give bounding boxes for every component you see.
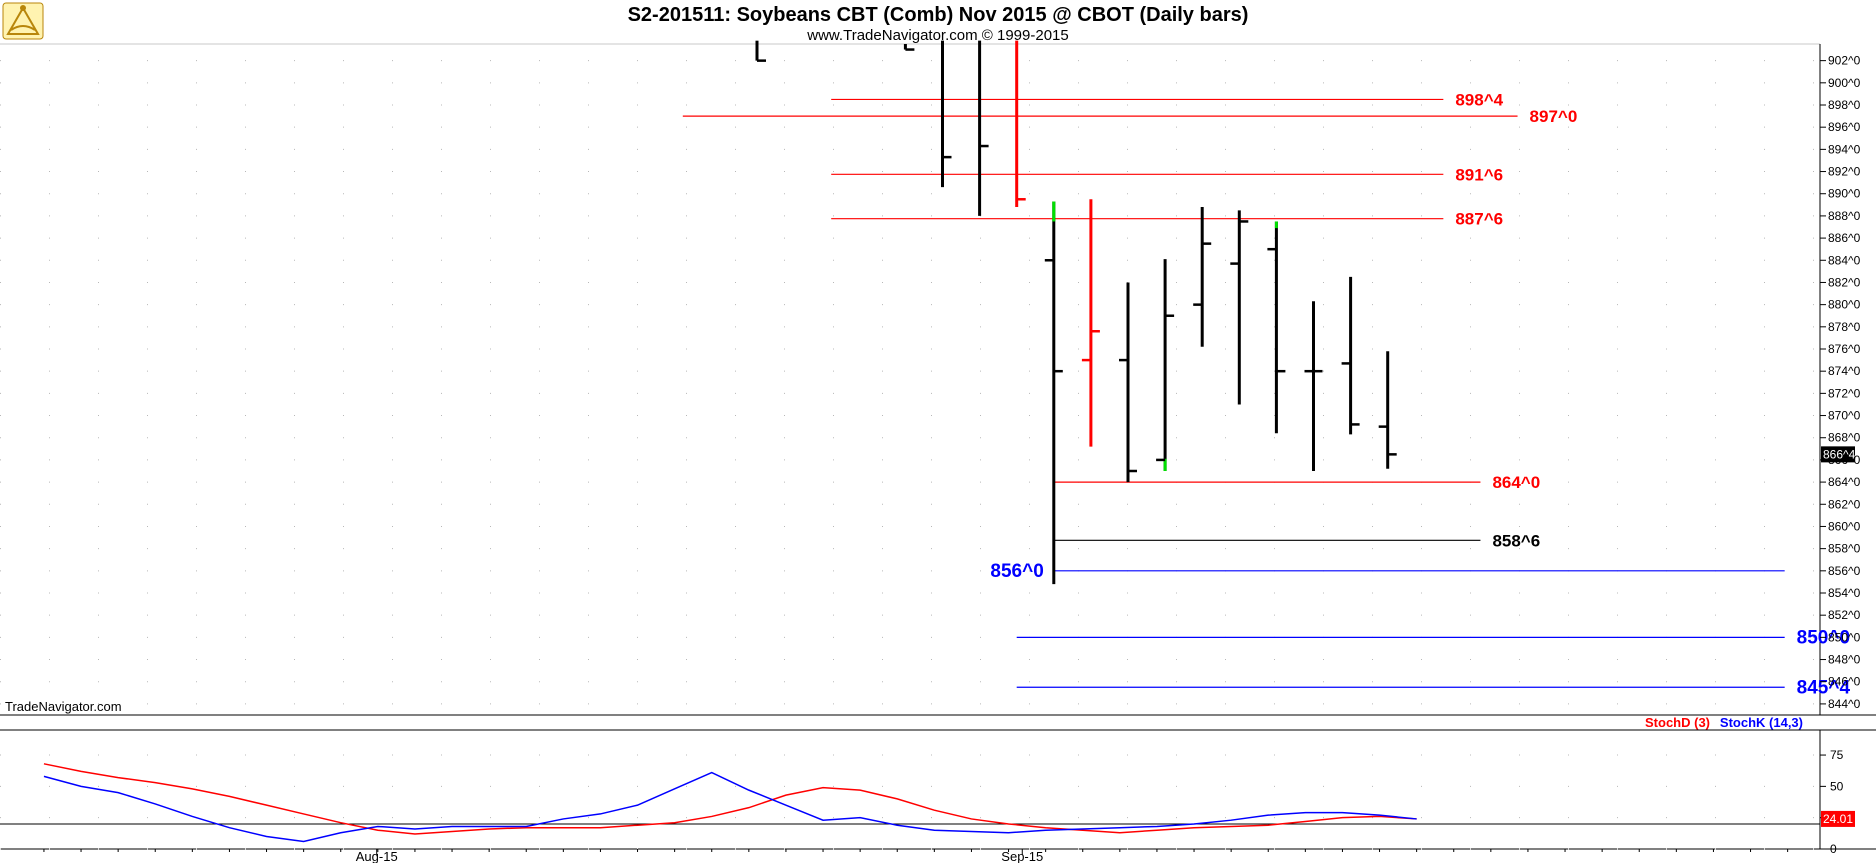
y-tick-label: 890^0 bbox=[1828, 187, 1861, 201]
y-tick-label: 896^0 bbox=[1828, 120, 1861, 134]
y-tick-label: 854^0 bbox=[1828, 586, 1861, 600]
osc-y-tick-label: 0 bbox=[1830, 842, 1837, 856]
price-bar bbox=[1230, 210, 1249, 405]
chart-subtitle: www.TradeNavigator.com © 1999-2015 bbox=[806, 27, 1068, 44]
y-tick-label: 862^0 bbox=[1828, 497, 1861, 511]
level-label: 887^6 bbox=[1455, 210, 1503, 229]
price-axis: 844^0 846^0 848^0 850^0 852^0 854^0 856^0 858^0… bbox=[1820, 54, 1861, 711]
y-tick-label: 888^0 bbox=[1828, 209, 1861, 223]
y-tick-label: 868^0 bbox=[1828, 431, 1861, 445]
price-bar bbox=[941, 40, 952, 188]
y-tick-label: 850^0 bbox=[1828, 630, 1861, 644]
y-tick-label: 898^0 bbox=[1828, 98, 1861, 112]
price-panel: 898^4 897^0 891^6 887^6 864^0 858^6 856^0 850^0… bbox=[0, 40, 1876, 731]
y-tick-label: 900^0 bbox=[1828, 76, 1861, 90]
osc-last-value-label: 24.01 bbox=[1823, 812, 1853, 826]
stochastic-panel: 025507524.01 StochD (3)StochK (14,3) bbox=[0, 715, 1876, 856]
y-tick-label: 894^0 bbox=[1828, 142, 1861, 156]
stochastic-lines bbox=[43, 763, 1417, 843]
x-tick-label: Sep-15 bbox=[1001, 849, 1043, 863]
watermark-text: TradeNavigator.com bbox=[5, 699, 122, 714]
level-label: 858^6 bbox=[1492, 531, 1540, 550]
y-tick-label: 874^0 bbox=[1828, 364, 1861, 378]
y-tick-label: 864^0 bbox=[1828, 475, 1861, 489]
level-label: 891^6 bbox=[1455, 165, 1503, 184]
y-tick-label: 882^0 bbox=[1828, 275, 1861, 289]
price-bar bbox=[1156, 259, 1175, 471]
y-tick-label: 856^0 bbox=[1828, 564, 1861, 578]
x-tick-label: Aug-15 bbox=[356, 849, 398, 863]
price-bar bbox=[1081, 199, 1100, 447]
price-grid bbox=[0, 60, 1820, 705]
sextant-logo-icon bbox=[2, 2, 44, 40]
y-tick-label: 870^0 bbox=[1828, 409, 1861, 423]
y-tick-label: 884^0 bbox=[1828, 253, 1861, 267]
price-bars bbox=[755, 40, 1397, 585]
price-bar bbox=[755, 40, 766, 62]
price-bar bbox=[1193, 207, 1212, 347]
y-tick-label: 872^0 bbox=[1828, 386, 1861, 400]
y-tick-label: 880^0 bbox=[1828, 298, 1861, 312]
y-tick-label: 878^0 bbox=[1828, 320, 1861, 334]
price-bar bbox=[978, 40, 989, 216]
last-price-box bbox=[1821, 446, 1855, 463]
stochastic-axis: 025507524.01 bbox=[1820, 748, 1855, 856]
price-bar bbox=[1119, 282, 1137, 483]
y-tick-label: 886^0 bbox=[1828, 231, 1861, 245]
level-label: 897^0 bbox=[1530, 107, 1578, 126]
level-label: 898^4 bbox=[1455, 90, 1503, 109]
price-bar bbox=[1044, 201, 1063, 585]
last-price-label: 866^4 bbox=[1823, 447, 1856, 461]
y-tick-label: 858^0 bbox=[1828, 542, 1861, 556]
level-label: 864^0 bbox=[1492, 473, 1540, 492]
y-tick-label: 892^0 bbox=[1828, 165, 1861, 179]
y-tick-label: 844^0 bbox=[1828, 697, 1861, 711]
osc-series-line bbox=[43, 771, 1417, 843]
osc-series-line bbox=[43, 763, 1417, 835]
chart-title: S2-201511: Soybeans CBT (Comb) Nov 2015 … bbox=[628, 4, 1249, 26]
stochastic-legend: StochD (3) StochK (14,3) bbox=[1645, 715, 1803, 730]
price-bar bbox=[1378, 351, 1397, 469]
y-tick-label: 902^0 bbox=[1828, 54, 1861, 68]
osc-last-value-box bbox=[1821, 810, 1855, 827]
y-tick-label: 848^0 bbox=[1828, 653, 1861, 667]
price-bar bbox=[1015, 40, 1026, 208]
price-bar bbox=[1304, 301, 1323, 471]
y-tick-label: 846^0 bbox=[1828, 675, 1861, 689]
y-tick-label: 876^0 bbox=[1828, 342, 1861, 356]
date-axis: Aug-15 Sep-15 bbox=[43, 849, 1789, 863]
level-label: 845^4 bbox=[1797, 677, 1851, 698]
price-levels: 898^4897^0891^6887^6864^0858^6856^0850^0… bbox=[682, 90, 1851, 698]
price-bar bbox=[903, 44, 915, 51]
osc-y-tick-label: 50 bbox=[1830, 779, 1844, 793]
y-tick-label: 860^0 bbox=[1828, 519, 1861, 533]
price-bar bbox=[1341, 276, 1360, 435]
legend-stochk: StochK (14,3) bbox=[1720, 715, 1803, 730]
header-bar bbox=[0, 0, 1876, 44]
legend-stochd: StochD (3) bbox=[1645, 715, 1710, 730]
stochastic-grid bbox=[0, 754, 1820, 850]
y-tick-label: 852^0 bbox=[1828, 608, 1861, 622]
osc-y-tick-label: 75 bbox=[1830, 748, 1844, 762]
level-label: 856^0 bbox=[990, 561, 1043, 582]
price-bar bbox=[1267, 221, 1286, 434]
